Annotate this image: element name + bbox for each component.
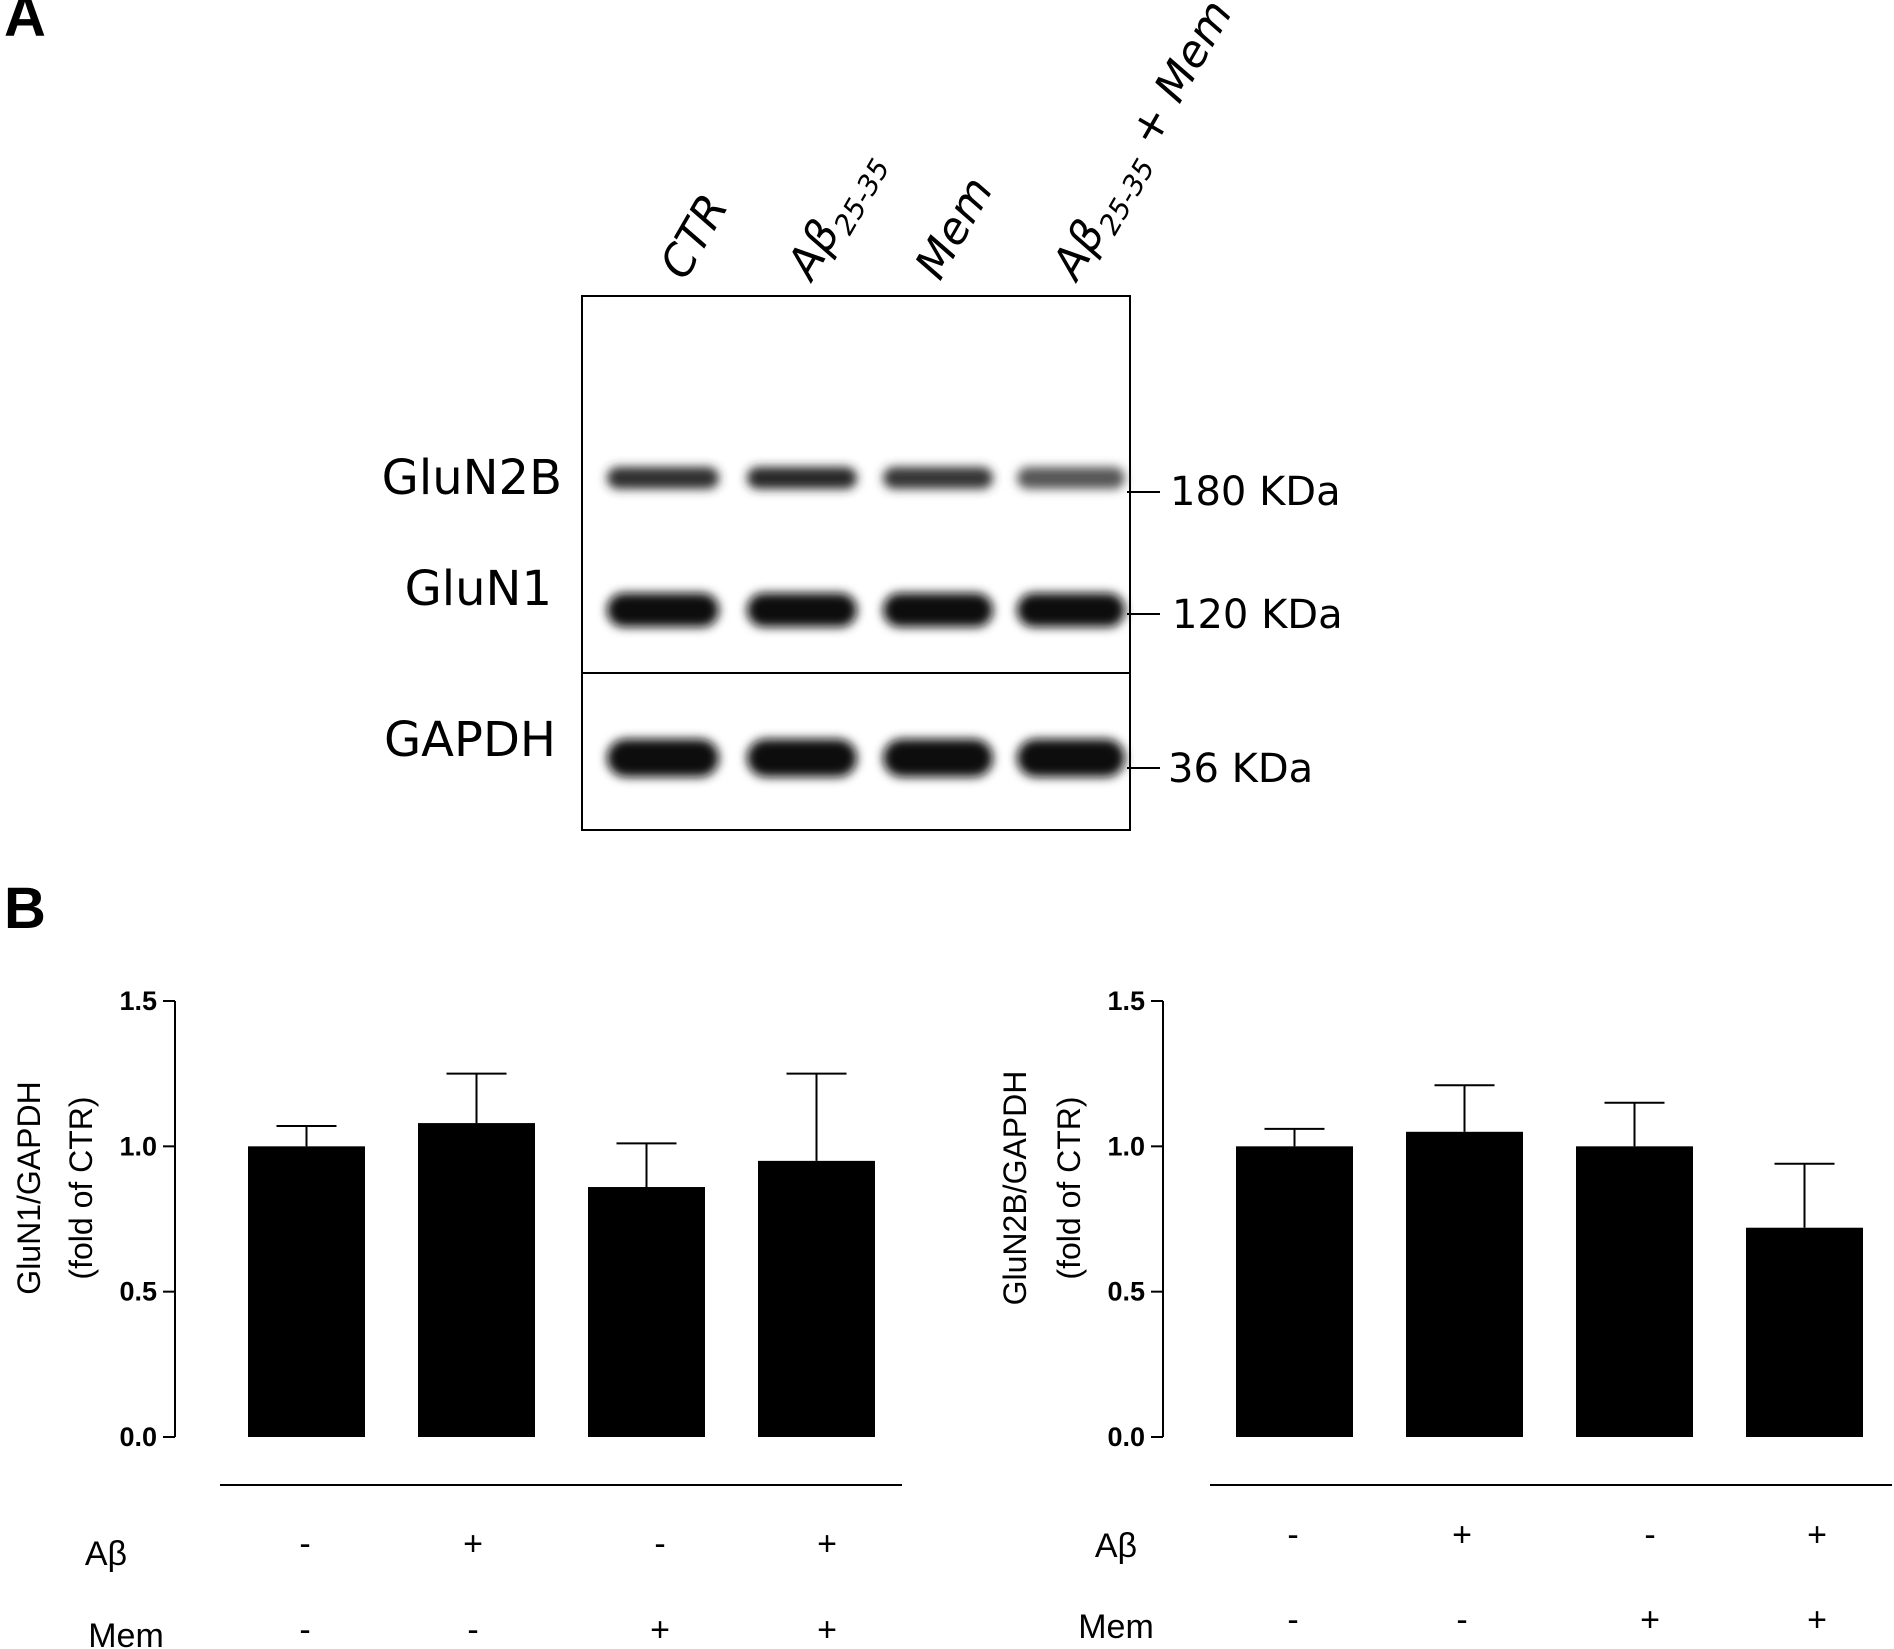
lane-label-abeta: Aβ25-35	[776, 141, 897, 293]
lane-label-abeta-mem: Aβ25-35 + Mem	[1041, 0, 1248, 293]
blot-frame	[581, 295, 1131, 831]
chart-0-bar-4	[758, 1160, 875, 1437]
chart-1-bar-4	[1746, 1227, 1863, 1437]
chart-glun1-ylabel-line1: GluN1/GAPDH	[11, 1081, 47, 1294]
chart-1-sign-row1-col4: +	[1807, 1516, 1827, 1554]
chart-1-sign-row1-col2: +	[1452, 1516, 1472, 1554]
chart-0-sign-row2-col3: +	[650, 1611, 670, 1649]
mw-label-180: 180 KDa	[1170, 469, 1341, 515]
chart-1-sign-row2-col3: +	[1640, 1601, 1660, 1639]
chart-0-y-tick-label-0: 0.0	[119, 1422, 157, 1452]
band-glun2b-lane-2	[747, 467, 857, 489]
band-glun2b-lane-1	[607, 467, 719, 489]
chart-1-bar-1	[1236, 1146, 1353, 1437]
band-gapdh-lane-2	[747, 739, 857, 777]
chart-glun1-cond-abeta: Aβ	[85, 1535, 127, 1573]
chart-1-sign-row2-col1: -	[1287, 1601, 1298, 1639]
chart-1-bar-2	[1406, 1131, 1523, 1437]
chart-0-sign-row1-col3: -	[654, 1525, 665, 1563]
blot-bands	[607, 467, 1125, 777]
chart-1-y-tick-label-0: 0.0	[1107, 1422, 1145, 1452]
chart-1-sign-row1-col3: -	[1644, 1516, 1655, 1554]
chart-glun2b-ylabel-line1: GluN2B/GAPDH	[997, 1071, 1033, 1306]
chart-0-bar-2	[418, 1123, 535, 1437]
chart-glun2b: GluN2B/GAPDH (fold of CTR) Aβ Mem 0.0 0.5…	[997, 986, 1892, 1646]
chart-0-sign-row2-col4: +	[817, 1611, 837, 1649]
mw-label-120: 120 KDa	[1172, 592, 1343, 638]
band-glun1-lane-3	[883, 593, 993, 627]
mw-label-36: 36 KDa	[1168, 746, 1313, 792]
panel-b-letter: B	[4, 876, 46, 941]
chart-1-y-tick-label-2: 1.0	[1107, 1131, 1145, 1161]
chart-1-y-tick-label-3: 1.5	[1107, 986, 1145, 1016]
panel-b: B GluN1/GAPDH (fold of CTR) Aβ Mem 0.0 0.…	[4, 876, 1892, 1649]
chart-0-sign-row2-col1: -	[299, 1611, 310, 1649]
chart-0-bar-1	[248, 1146, 365, 1437]
lane-label-mem: Mem	[905, 169, 1003, 288]
lane-label-ctr: CTR	[650, 186, 738, 288]
band-gapdh-lane-3	[883, 739, 993, 777]
protein-label-glun1: GluN1	[405, 561, 552, 617]
band-glun1-lane-1	[607, 593, 719, 627]
chart-1-bar-3	[1576, 1146, 1693, 1437]
chart-1-sign-row2-col4: +	[1807, 1601, 1827, 1639]
chart-0-y-tick-label-3: 1.5	[119, 986, 157, 1016]
chart-0-sign-row2-col2: -	[467, 1611, 478, 1649]
band-gapdh-lane-4	[1017, 739, 1125, 777]
chart-0-sign-row1-col2: +	[463, 1525, 483, 1563]
band-glun2b-lane-3	[883, 467, 993, 489]
chart-0-sign-row1-col1: -	[299, 1525, 310, 1563]
chart-glun2b-ylabel-line2: (fold of CTR)	[1051, 1096, 1087, 1279]
chart-glun1: GluN1/GAPDH (fold of CTR) Aβ Mem 0.0 0.5 1…	[11, 986, 902, 1649]
protein-label-glun2b: GluN2B	[382, 450, 562, 506]
chart-glun1-cond-mem: Mem	[88, 1617, 164, 1649]
chart-glun2b-cond-abeta: Aβ	[1095, 1527, 1137, 1565]
chart-1-y-tick-label-1: 0.5	[1107, 1277, 1145, 1307]
chart-glun1-ylabel-line2: (fold of CTR)	[63, 1096, 99, 1279]
band-glun1-lane-4	[1017, 593, 1125, 627]
lane-labels: CTR Aβ25-35 Mem Aβ25-35 + Mem	[650, 0, 1248, 293]
chart-1-sign-row1-col1: -	[1287, 1516, 1298, 1554]
band-glun2b-lane-4	[1017, 467, 1125, 489]
protein-label-gapdh: GAPDH	[384, 712, 556, 768]
chart-glun2b-cond-mem: Mem	[1078, 1608, 1154, 1646]
chart-0-y-tick-label-2: 1.0	[119, 1131, 157, 1161]
chart-1-sign-row2-col2: -	[1456, 1601, 1467, 1639]
chart-0-bar-3	[588, 1187, 705, 1437]
band-glun1-lane-2	[747, 593, 857, 627]
chart-0-sign-row1-col4: +	[817, 1525, 837, 1563]
panel-a-letter: A	[4, 0, 46, 49]
band-gapdh-lane-1	[607, 739, 719, 777]
panel-a: A CTR Aβ25-35 Mem Aβ25-35 + Mem GluN2B G…	[4, 0, 1343, 831]
chart-0-y-tick-label-1: 0.5	[119, 1277, 157, 1307]
